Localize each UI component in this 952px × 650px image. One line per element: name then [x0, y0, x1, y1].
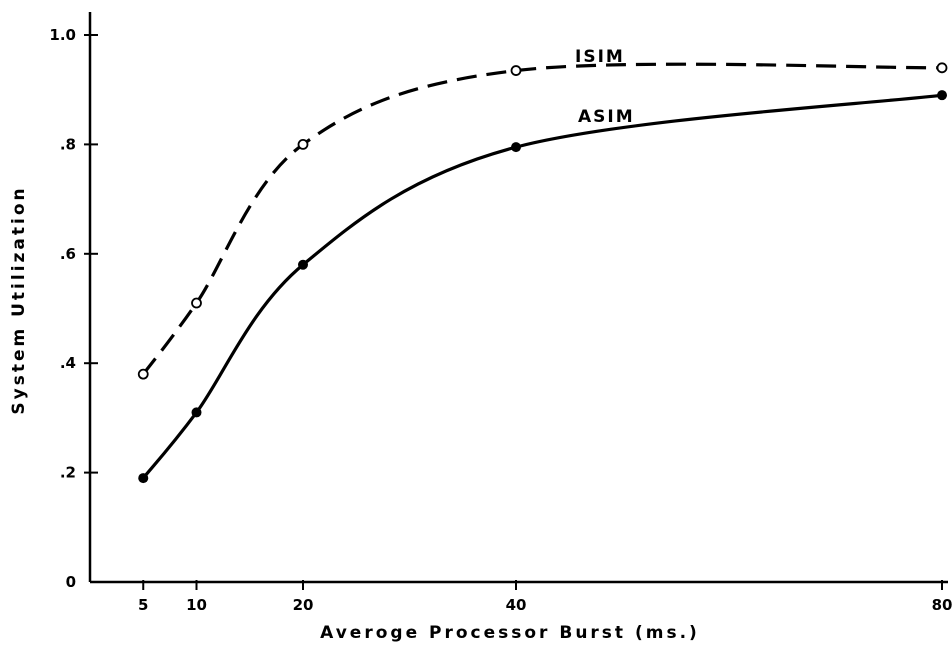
axes: [88, 12, 948, 584]
y-tick-label: 1.0: [49, 26, 76, 44]
asim-series-label: ASIM: [578, 107, 635, 127]
y-tick-label: .8: [60, 135, 76, 153]
asim-data-point: [298, 259, 308, 270]
isim-series-label: ISIM: [575, 47, 625, 67]
isim-data-point: [297, 138, 309, 150]
asim-data-point: [138, 473, 149, 484]
x-tick-label: 80: [932, 596, 952, 614]
asim-series-line: [142, 93, 943, 480]
asim-data-point: [191, 407, 202, 418]
asim-data-point: [511, 142, 521, 153]
y-tick-label: .4: [60, 354, 76, 372]
isim-data-point: [137, 368, 149, 380]
x-tick-label: 10: [186, 596, 207, 614]
x-tick-label: 20: [293, 596, 314, 614]
y-tick-label: .6: [60, 245, 76, 263]
y-tick-label: .2: [60, 464, 76, 482]
isim-series-line: [141, 62, 943, 376]
series-group: [137, 62, 948, 484]
ticks: 0 .2 .4 .6 .8 1.0 5 10 20 40 80: [49, 26, 952, 614]
x-axis-title: Averoge Processor Burst (ms.): [320, 623, 700, 643]
x-tick-label: 5: [138, 596, 148, 614]
isim-data-point: [510, 65, 522, 76]
y-tick-label: 0: [66, 573, 76, 591]
labels: ISIM ASIM: [575, 47, 635, 127]
asim-data-point: [937, 90, 947, 101]
y-axis-title: System Utilization: [9, 185, 29, 414]
x-tick-label: 40: [506, 596, 527, 614]
isim-data-point: [936, 62, 948, 74]
isim-data-point: [191, 297, 202, 309]
